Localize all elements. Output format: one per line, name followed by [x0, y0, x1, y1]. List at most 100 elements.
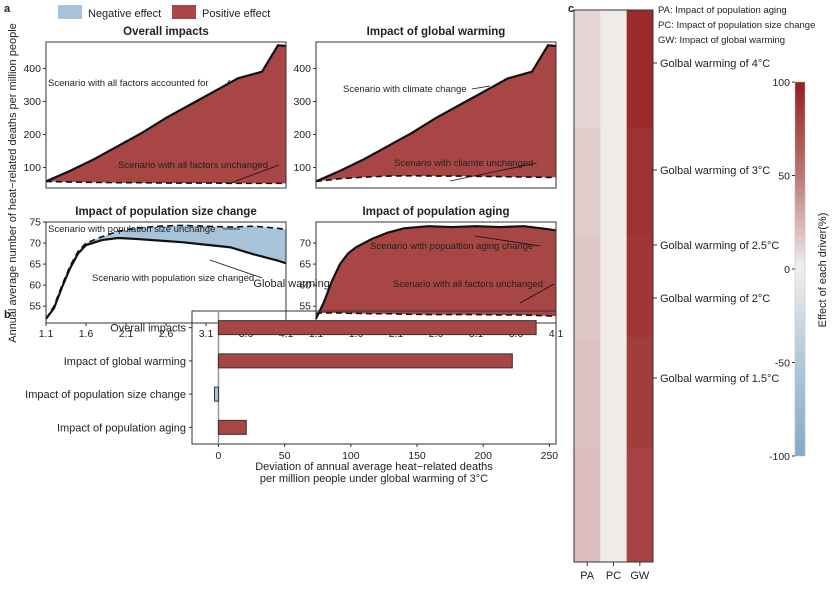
x-tick-label: 2.1 [119, 328, 134, 340]
annotation-leader [474, 235, 541, 247]
plot-frame [45, 41, 287, 189]
x-tick-label: 2.6 [159, 328, 174, 340]
panel-a-label: a [4, 3, 11, 15]
x-tick-label: 50 [279, 450, 291, 462]
heatmap-cell [600, 10, 628, 128]
y-tick-label: 75 [29, 217, 41, 229]
annotation-leader [449, 162, 537, 182]
y-tick-label: 400 [293, 63, 311, 75]
colorbar-tick-label: 0 [784, 264, 790, 276]
bar-category-label: Overall impacts [110, 323, 186, 335]
colorbar-tick-label: 50 [778, 171, 790, 183]
heatmap-cell [600, 127, 628, 235]
legend-swatch-negative [58, 5, 82, 19]
y-tick-label: 100 [23, 162, 41, 174]
y-tick-label: 70 [299, 238, 311, 250]
panel-a-ylabel: Annual average number of heat−related de… [7, 23, 19, 343]
colorbar-tick-label: 100 [772, 77, 790, 89]
legend-label-positive: Positive effect [202, 8, 270, 20]
heatmap-cell [574, 337, 601, 449]
legend-swatch-positive [172, 5, 196, 19]
heatmap-column-label: PC [606, 570, 621, 582]
y-tick-label: 55 [29, 301, 41, 313]
heatmap-row-label: Golbal warming of 4°C [660, 58, 770, 70]
area-chart-4: Impact of population aging556065701.11.6… [299, 206, 563, 340]
colorbar-tick-label: -100 [769, 451, 790, 463]
bar-category-label: Impact of global warming [64, 356, 186, 368]
positive-effect-area [316, 45, 556, 182]
annotation-leader [227, 164, 280, 185]
heatmap-cell [574, 234, 601, 338]
scenario-line-1 [315, 44, 557, 183]
scenario-annotation: Scenario with cliamte unchanged [394, 158, 533, 169]
annotation-leader [227, 79, 231, 84]
heatmap-row-label: Golbal warming of 3°C [660, 165, 770, 177]
x-tick-label: 250 [541, 450, 559, 462]
y-tick-label: 200 [23, 129, 41, 141]
y-tick-label: 70 [29, 238, 41, 250]
x-tick-label: 0 [216, 450, 222, 462]
bar [217, 320, 537, 336]
y-tick-label: 60 [299, 280, 311, 292]
y-tick-label: 65 [299, 259, 311, 271]
scenario-annotation: Scenario with climate change [343, 84, 467, 95]
y-tick-label: 55 [299, 301, 311, 313]
bar-xlabel-line: Deviation of annual average heat−related… [255, 461, 493, 473]
heatmap-row-label: Golbal warming of 2°C [660, 293, 770, 305]
colorbar-tick-label: -50 [775, 358, 790, 370]
area-chart-1: Overall impacts 100 200 300 400 Scenario with… [23, 26, 287, 189]
area-chart-title: Impact of population size change [75, 206, 256, 218]
panel-c-label: c [568, 3, 574, 15]
area-chart-title: Impact of population aging [363, 206, 510, 218]
scenario-annotation: Scenario with all factors unchanged [393, 279, 543, 290]
y-tick-label: 100 [293, 162, 311, 174]
heatmap-cell [626, 10, 654, 128]
y-tick-label: 65 [29, 259, 41, 271]
scenario-annotation: Scenario with population size changed [92, 273, 254, 284]
heatmap-cell [600, 234, 628, 338]
area-chart-2: Impact of global warming 100 200 300 400 Scen… [293, 26, 557, 189]
legend-label-negative: Negative effect [88, 8, 161, 20]
x-tick-label: 200 [474, 450, 492, 462]
x-tick-label: 100 [342, 450, 360, 462]
x-tick-label: 150 [408, 450, 426, 462]
scenario-line-2 [315, 312, 557, 318]
scenario-line-1 [315, 225, 557, 320]
panel-b-label: b [4, 309, 11, 321]
positive-effect-area [46, 45, 286, 184]
heatmap-column-label: PA [580, 570, 595, 582]
scenario-line-2 [45, 180, 286, 185]
scenario-line-2 [45, 236, 287, 320]
bar-category-label: Impact of population aging [57, 422, 186, 434]
legend-panel-a: Negative effect Positive effect [58, 5, 270, 20]
heatmap-cell [574, 10, 601, 128]
scenario-annotation: Scenario with population size unchange [48, 224, 215, 235]
heatmap-cell [574, 448, 601, 563]
heatmap-cell [600, 448, 628, 563]
bar [217, 353, 513, 369]
annotation-leader [209, 259, 263, 279]
positive-effect-area [316, 226, 556, 319]
area-chart-title: Overall impacts [123, 26, 209, 38]
heatmap-cell [626, 448, 654, 563]
scenario-line-1 [45, 224, 287, 320]
bar [214, 386, 219, 402]
bar-plot-frame [191, 310, 557, 445]
scenario-annotation: Scenario with all factors unchanged [118, 160, 268, 171]
y-tick-label: 60 [29, 280, 41, 292]
scenario-line-2 [315, 174, 556, 183]
heatmap-row-label: Golbal warming of 1.5°C [660, 373, 779, 385]
heatmap-cell [600, 337, 628, 449]
plot-frame [315, 41, 557, 189]
y-tick-label: 200 [293, 129, 311, 141]
heatmap-legend-entry: GW: Impact of global warming [658, 35, 785, 46]
heatmap-cell [626, 127, 654, 235]
scenario-line-1 [45, 44, 287, 183]
heatmap-cell [626, 337, 654, 449]
heatmap-column-label: GW [630, 570, 650, 582]
negative-effect-area [46, 225, 286, 319]
annotation-leader [519, 283, 555, 304]
heatmap-cell [626, 234, 654, 338]
x-tick-label: 1.1 [39, 328, 54, 340]
